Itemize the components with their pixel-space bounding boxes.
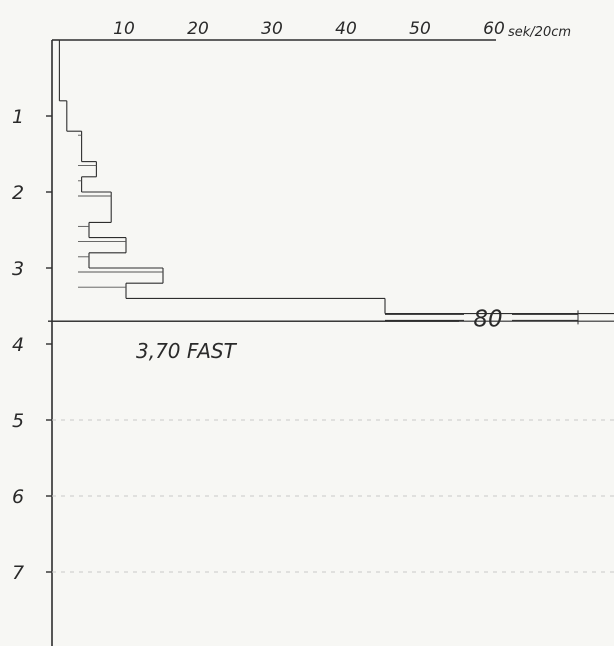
bar-series [52, 39, 614, 322]
x-tick-group: 10 20 30 40 50 60 sek/20cm [113, 19, 571, 40]
axes [51, 39, 614, 646]
y-tick-group: 1 2 3 4 5 6 7 [12, 106, 52, 584]
x-tick-label: 10 [113, 19, 135, 39]
annotations: 80 3,70 FAST [48, 306, 579, 363]
y-tick-label: 6 [12, 486, 24, 508]
stop-depth-label: 3,70 FAST [136, 339, 238, 363]
y-tick-label: 7 [12, 562, 24, 584]
x-tick-label: 20 [187, 19, 209, 39]
x-tick-label: 40 [335, 19, 357, 39]
x-tick-label: 30 [261, 19, 283, 39]
y-tick-label: 2 [12, 182, 24, 204]
x-tick-label: 50 [409, 19, 431, 39]
x-unit-label: sek/20cm [508, 25, 571, 40]
overflow-value-label: 80 [473, 306, 502, 332]
x-tick-label: 60 [483, 19, 505, 39]
y-tick-label: 5 [12, 410, 24, 432]
y-tick-label: 4 [12, 334, 24, 356]
y-tick-label: 1 [12, 106, 24, 128]
y-tick-label: 3 [12, 258, 24, 280]
